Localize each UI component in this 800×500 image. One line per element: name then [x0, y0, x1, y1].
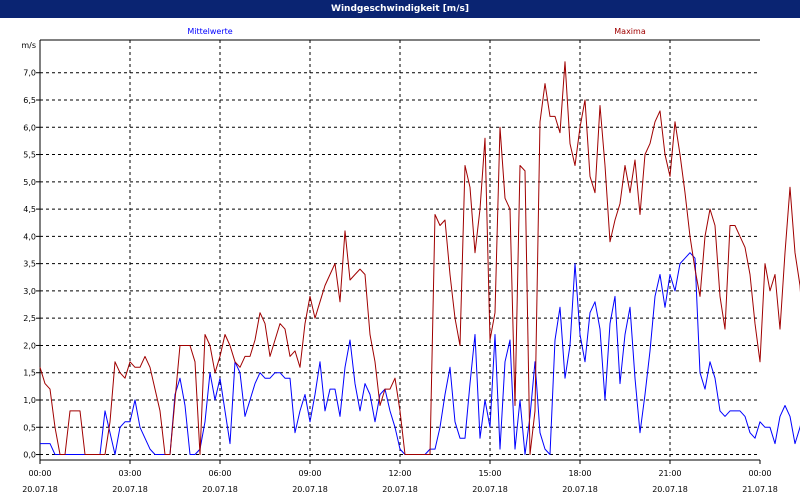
window-title: Windgeschwindigkeit [m/s] — [0, 0, 800, 18]
y-axis: 0,0 0,5 1,0 1,5 2,0 2,5 3,0 3,5 4,0 4,5 5,0 5,5 6,0 6… — [21, 41, 40, 460]
x-tick-date: 20.07.18 — [562, 485, 598, 494]
y-tick-label: 2,0 — [23, 341, 36, 350]
x-tick-date: 20.07.18 — [652, 485, 688, 494]
y-axis-label: m/s — [21, 41, 36, 50]
y-tick-label: 3,0 — [23, 287, 36, 296]
y-tick-label: 4,0 — [23, 232, 36, 241]
legend-label-mean: Mittelwerte — [187, 27, 232, 36]
x-tick-date: 20.07.18 — [292, 485, 328, 494]
x-tick-date: 20.07.18 — [22, 485, 58, 494]
x-tick-date: 20.07.18 — [202, 485, 238, 494]
legend: Mittelwerte Maxima — [187, 27, 646, 36]
x-tick-time: 18:00 — [568, 469, 591, 478]
x-tick-time: 00:00 — [748, 469, 771, 478]
x-axis: 00:00 20.07.18 03:00 20.07.18 06:00 20.07.18 0… — [22, 460, 778, 494]
series-line-max — [39, 61, 800, 455]
x-tick-time: 06:00 — [208, 469, 231, 478]
y-tick-label: 5,0 — [23, 178, 36, 187]
series-lines — [39, 61, 800, 455]
grid-lines — [40, 40, 760, 460]
y-tick-label: 6,5 — [23, 96, 36, 105]
x-tick-date: 20.07.18 — [112, 485, 148, 494]
y-tick-label: 5,5 — [23, 151, 36, 160]
x-tick-time: 15:00 — [478, 469, 501, 478]
x-tick-time: 03:00 — [118, 469, 141, 478]
y-tick-label: 0,0 — [23, 451, 36, 460]
x-tick-date: 20.07.18 — [382, 485, 418, 494]
x-tick-time: 21:00 — [658, 469, 681, 478]
x-tick-date: 20.07.18 — [472, 485, 508, 494]
x-tick-time: 09:00 — [298, 469, 321, 478]
legend-label-max: Maxima — [614, 27, 646, 36]
y-tick-label: 1,5 — [23, 369, 36, 378]
x-tick-time: 00:00 — [28, 469, 51, 478]
y-tick-label: 3,5 — [23, 260, 36, 269]
x-tick-date: 21.07.18 — [742, 485, 778, 494]
y-tick-label: 0,5 — [23, 423, 36, 432]
y-tick-label: 7,0 — [23, 69, 36, 78]
y-tick-label: 6,0 — [23, 123, 36, 132]
series-line-mean — [40, 252, 800, 455]
y-tick-label: 4,5 — [23, 205, 36, 214]
y-tick-label: 2,5 — [23, 314, 36, 323]
x-tick-time: 12:00 — [388, 469, 411, 478]
y-tick-label: 1,0 — [23, 396, 36, 405]
